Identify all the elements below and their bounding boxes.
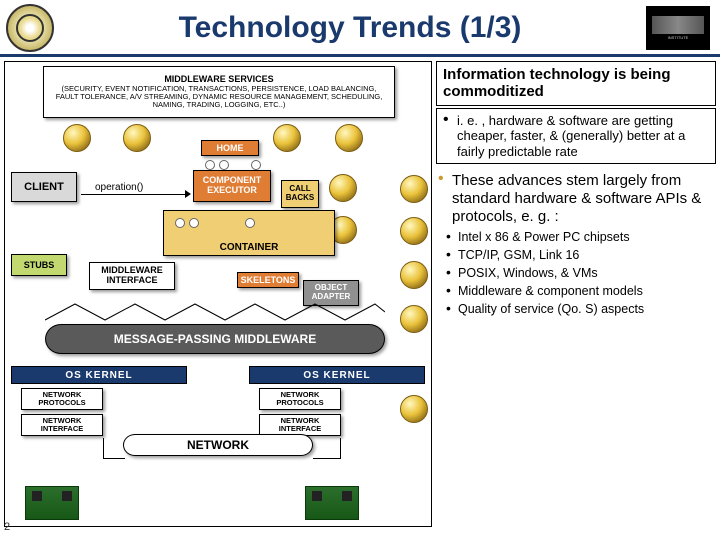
callbacks-box: CALL BACKS	[281, 180, 319, 208]
connector-line-icon	[313, 458, 341, 459]
arrow-icon	[81, 194, 187, 195]
service-orb-icon	[400, 261, 428, 289]
boxed-bullet: i. e. , hardware & software are getting …	[436, 108, 716, 165]
skeletons-label: SKELETONS	[241, 275, 296, 285]
service-orb-icon	[400, 175, 428, 203]
stubs-label: STUBS	[24, 260, 55, 270]
home-label: HOME	[217, 143, 244, 153]
component-executor-box: COMPONENT EXECUTOR	[193, 170, 271, 202]
slide-title: Technology Trends (1/3)	[54, 11, 646, 45]
service-orb-icon	[400, 217, 428, 245]
os-kernel-label: OS KERNEL	[65, 370, 132, 381]
port-icon	[205, 160, 215, 170]
network-interface-right-box: NETWORK INTERFACE	[259, 414, 341, 436]
network-protocols-label: NETWORK PROTOCOLS	[262, 391, 338, 408]
connector-line-icon	[340, 438, 341, 458]
slide-header: Technology Trends (1/3) INSTITUTE	[0, 0, 720, 57]
middleware-services-title: MIDDLEWARE SERVICES	[164, 74, 273, 84]
object-adapter-label: OBJECT ADAPTER	[306, 284, 356, 302]
stubs-box: STUBS	[11, 254, 67, 276]
circuit-board-left-icon	[25, 486, 79, 520]
network-protocols-label: NETWORK PROTOCOLS	[24, 391, 100, 408]
client-box: CLIENT	[11, 172, 77, 202]
sub-bullet-1: Intel x 86 & Power PC chipsets	[446, 230, 716, 245]
home-box: HOME	[201, 140, 259, 156]
service-orb-icon	[335, 124, 363, 152]
network-protocols-left-box: NETWORK PROTOCOLS	[21, 388, 103, 410]
network-interface-label: NETWORK INTERFACE	[262, 417, 338, 434]
architecture-diagram: MIDDLEWARE SERVICES (SECURITY, EVENT NOT…	[4, 61, 432, 527]
network-interface-label: NETWORK INTERFACE	[24, 417, 100, 434]
heading-1: Information technology is being commodit…	[443, 66, 709, 101]
sub-bullet-5: Quality of service (Qo. S) aspects	[446, 302, 716, 317]
middleware-services-box: MIDDLEWARE SERVICES (SECURITY, EVENT NOT…	[43, 66, 395, 118]
client-label: CLIENT	[24, 181, 64, 193]
component-executor-label: COMPONENT EXECUTOR	[196, 176, 268, 196]
middleware-interface-box: MIDDLEWARE INTERFACE	[89, 262, 175, 290]
network-label: NETWORK	[187, 438, 249, 452]
service-orb-icon	[63, 124, 91, 152]
port-icon	[175, 218, 185, 228]
circuit-board-right-icon	[305, 486, 359, 520]
service-orb-icon	[329, 174, 357, 202]
sub-bullet-3: POSIX, Windows, & VMs	[446, 266, 716, 281]
service-orb-icon	[400, 305, 428, 333]
service-orb-icon	[400, 395, 428, 423]
port-icon	[251, 160, 261, 170]
sub-bullet-4: Middleware & component models	[446, 284, 716, 299]
message-passing-middleware-label: MESSAGE-PASSING MIDDLEWARE	[114, 332, 316, 346]
boxed-heading: Information technology is being commodit…	[436, 61, 716, 106]
network-box: NETWORK	[123, 434, 313, 456]
zigzag-connector-icon	[45, 302, 385, 322]
middleware-services-subtitle: (SECURITY, EVENT NOTIFICATION, TRANSACTI…	[46, 84, 392, 111]
os-kernel-label: OS KERNEL	[303, 370, 370, 381]
arrowhead-icon	[185, 190, 191, 198]
os-kernel-left-box: OS KERNEL	[11, 366, 187, 384]
university-seal-icon	[6, 4, 54, 52]
port-icon	[245, 218, 255, 228]
os-kernel-right-box: OS KERNEL	[249, 366, 425, 384]
message-passing-middleware-box: MESSAGE-PASSING MIDDLEWARE	[45, 324, 385, 354]
connector-line-icon	[103, 438, 104, 458]
operation-label: operation()	[95, 182, 143, 193]
port-icon	[189, 218, 199, 228]
bullet-1: i. e. , hardware & software are getting …	[443, 113, 709, 160]
page-number: 2	[4, 521, 10, 533]
paragraph-2: These advances stem largely from standar…	[438, 172, 716, 226]
service-orb-icon	[123, 124, 151, 152]
network-interface-left-box: NETWORK INTERFACE	[21, 414, 103, 436]
callbacks-label: CALL BACKS	[284, 185, 316, 203]
container-box: CONTAINER	[163, 210, 335, 256]
slide-body: MIDDLEWARE SERVICES (SECURITY, EVENT NOT…	[0, 57, 720, 535]
middleware-interface-label: MIDDLEWARE INTERFACE	[92, 266, 172, 286]
port-icon	[219, 160, 229, 170]
institute-logo-icon: INSTITUTE	[646, 6, 710, 50]
container-label: CONTAINER	[220, 242, 279, 253]
skeletons-box: SKELETONS	[237, 272, 299, 288]
network-protocols-right-box: NETWORK PROTOCOLS	[259, 388, 341, 410]
connector-line-icon	[103, 458, 125, 459]
sub-bullet-2: TCP/IP, GSM, Link 16	[446, 248, 716, 263]
text-column: Information technology is being commodit…	[436, 61, 716, 320]
service-orb-icon	[273, 124, 301, 152]
